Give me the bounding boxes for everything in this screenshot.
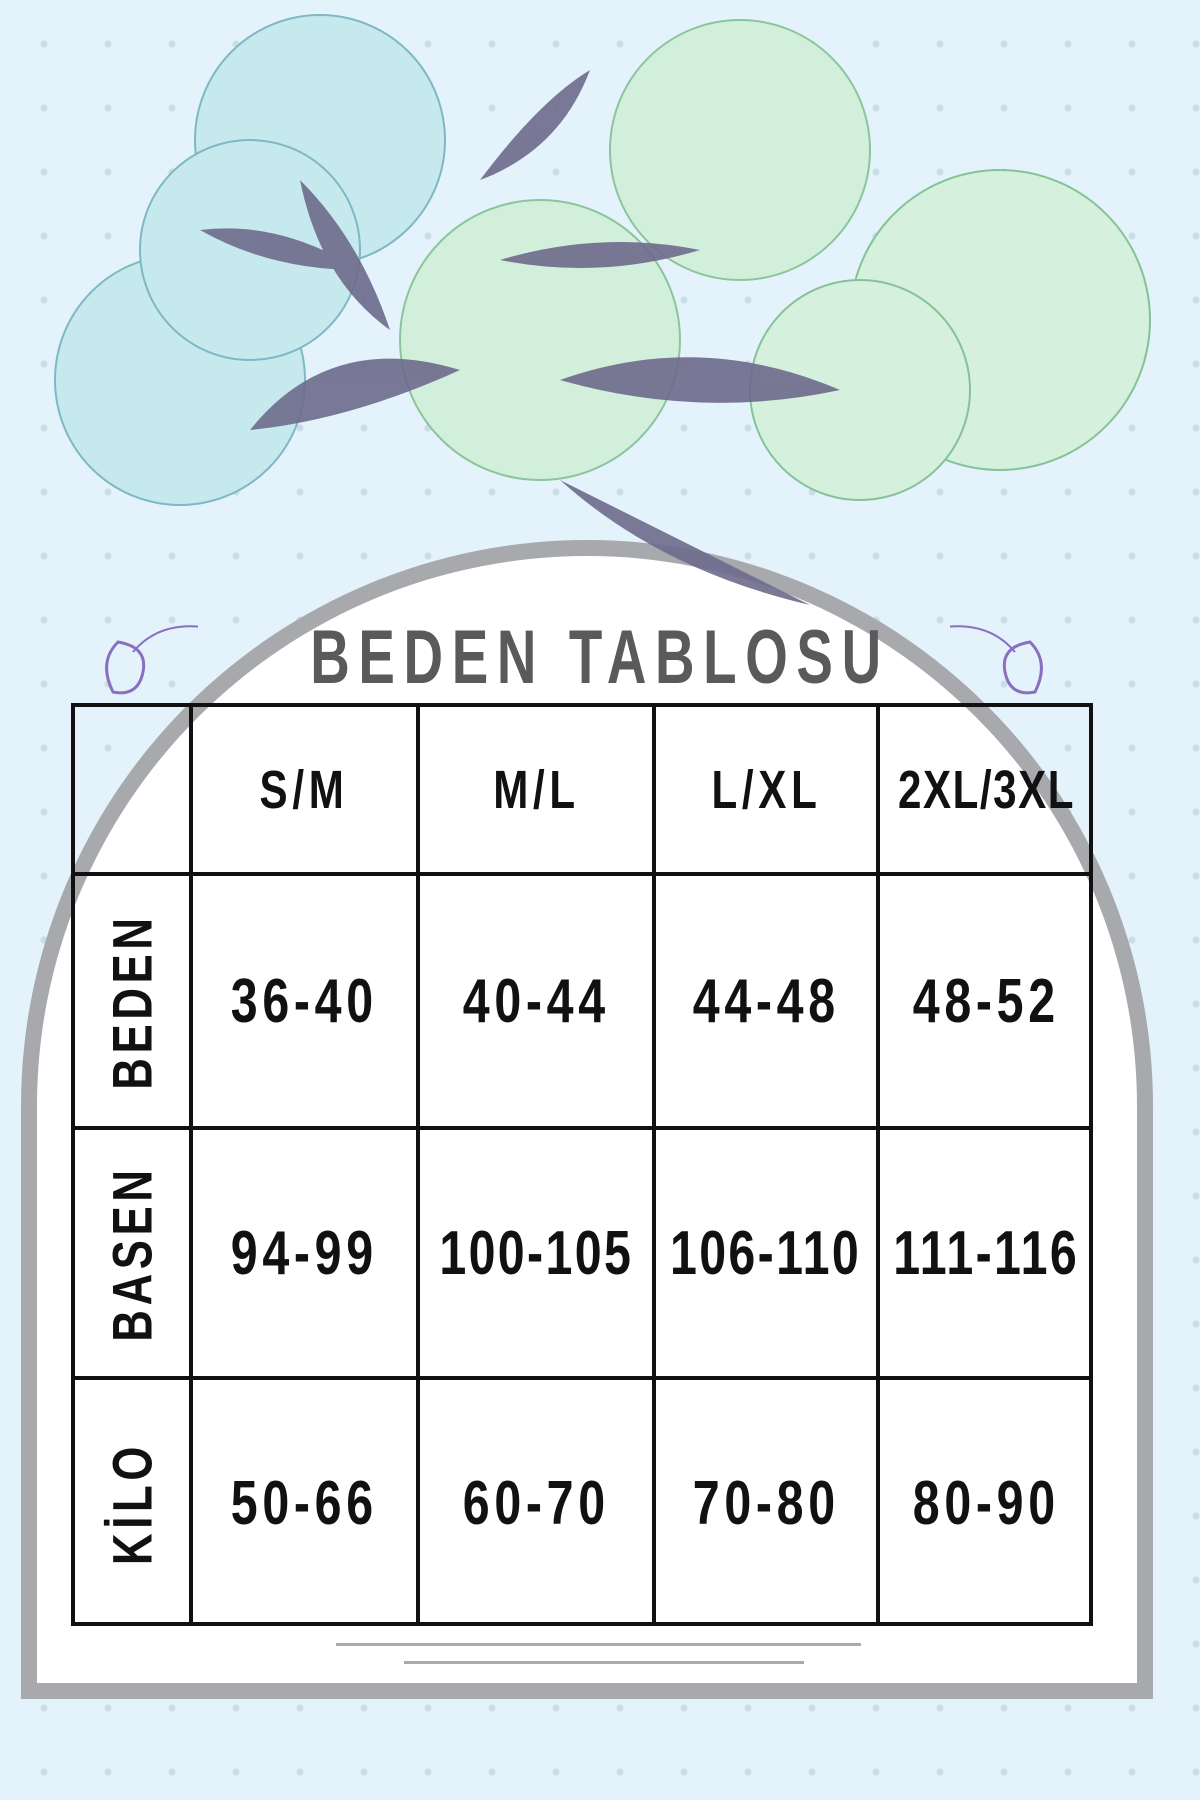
table-cell: 100-105 (439, 1218, 633, 1288)
row-divider (75, 872, 1089, 876)
column-header: L/XL (656, 707, 876, 872)
flower-cluster-left (54, 14, 446, 506)
table-cell: 36-40 (230, 966, 379, 1036)
table-cell: 44-48 (692, 966, 840, 1036)
row-label-kilo: KİLO (100, 1441, 164, 1565)
column-header-label: L/XL (711, 759, 821, 820)
table-cell: 40-44 (462, 966, 610, 1036)
table-cell: 60-70 (462, 1468, 610, 1538)
rose-icon-left (105, 625, 198, 695)
flower-cluster-right (749, 169, 1151, 501)
arch-panel (37, 556, 1137, 1683)
column-header-label: 2XL/3XL (897, 759, 1076, 820)
table-cell: 48-52 (912, 966, 1061, 1036)
table-cell: 50-66 (230, 1468, 379, 1538)
column-divider (652, 707, 656, 1622)
decorative-divider (336, 1643, 861, 1646)
flower-cluster-middle (399, 19, 871, 481)
table-cell: 70-80 (692, 1468, 840, 1538)
column-header-label: M/L (492, 759, 580, 820)
table-cell: 111-116 (893, 1218, 1080, 1288)
column-divider (876, 707, 880, 1622)
column-header: S/M (193, 707, 416, 872)
column-header: 2XL/3XL (880, 707, 1093, 872)
page-title: BEDEN TABLOSU (310, 615, 890, 700)
column-header: M/L (420, 707, 652, 872)
row-label-beden: BEDEN (100, 912, 164, 1090)
row-label-basen: BASEN (100, 1164, 164, 1342)
size-chart-table: S/M M/L L/XL 2XL/3XL BEDEN 36-40 40-44 4… (71, 703, 1093, 1626)
table-cell: 94-99 (230, 1218, 379, 1288)
hydrangea-illustration (54, 14, 1151, 605)
column-header-label: S/M (260, 759, 349, 820)
decorative-divider (404, 1661, 804, 1664)
table-cell: 80-90 (912, 1468, 1061, 1538)
table-cell: 106-110 (670, 1218, 862, 1288)
column-divider (416, 707, 420, 1622)
column-divider (189, 707, 193, 1622)
row-divider (75, 1376, 1089, 1380)
row-divider (75, 1126, 1089, 1130)
leaves (200, 70, 840, 605)
rose-icon-right (950, 625, 1043, 695)
